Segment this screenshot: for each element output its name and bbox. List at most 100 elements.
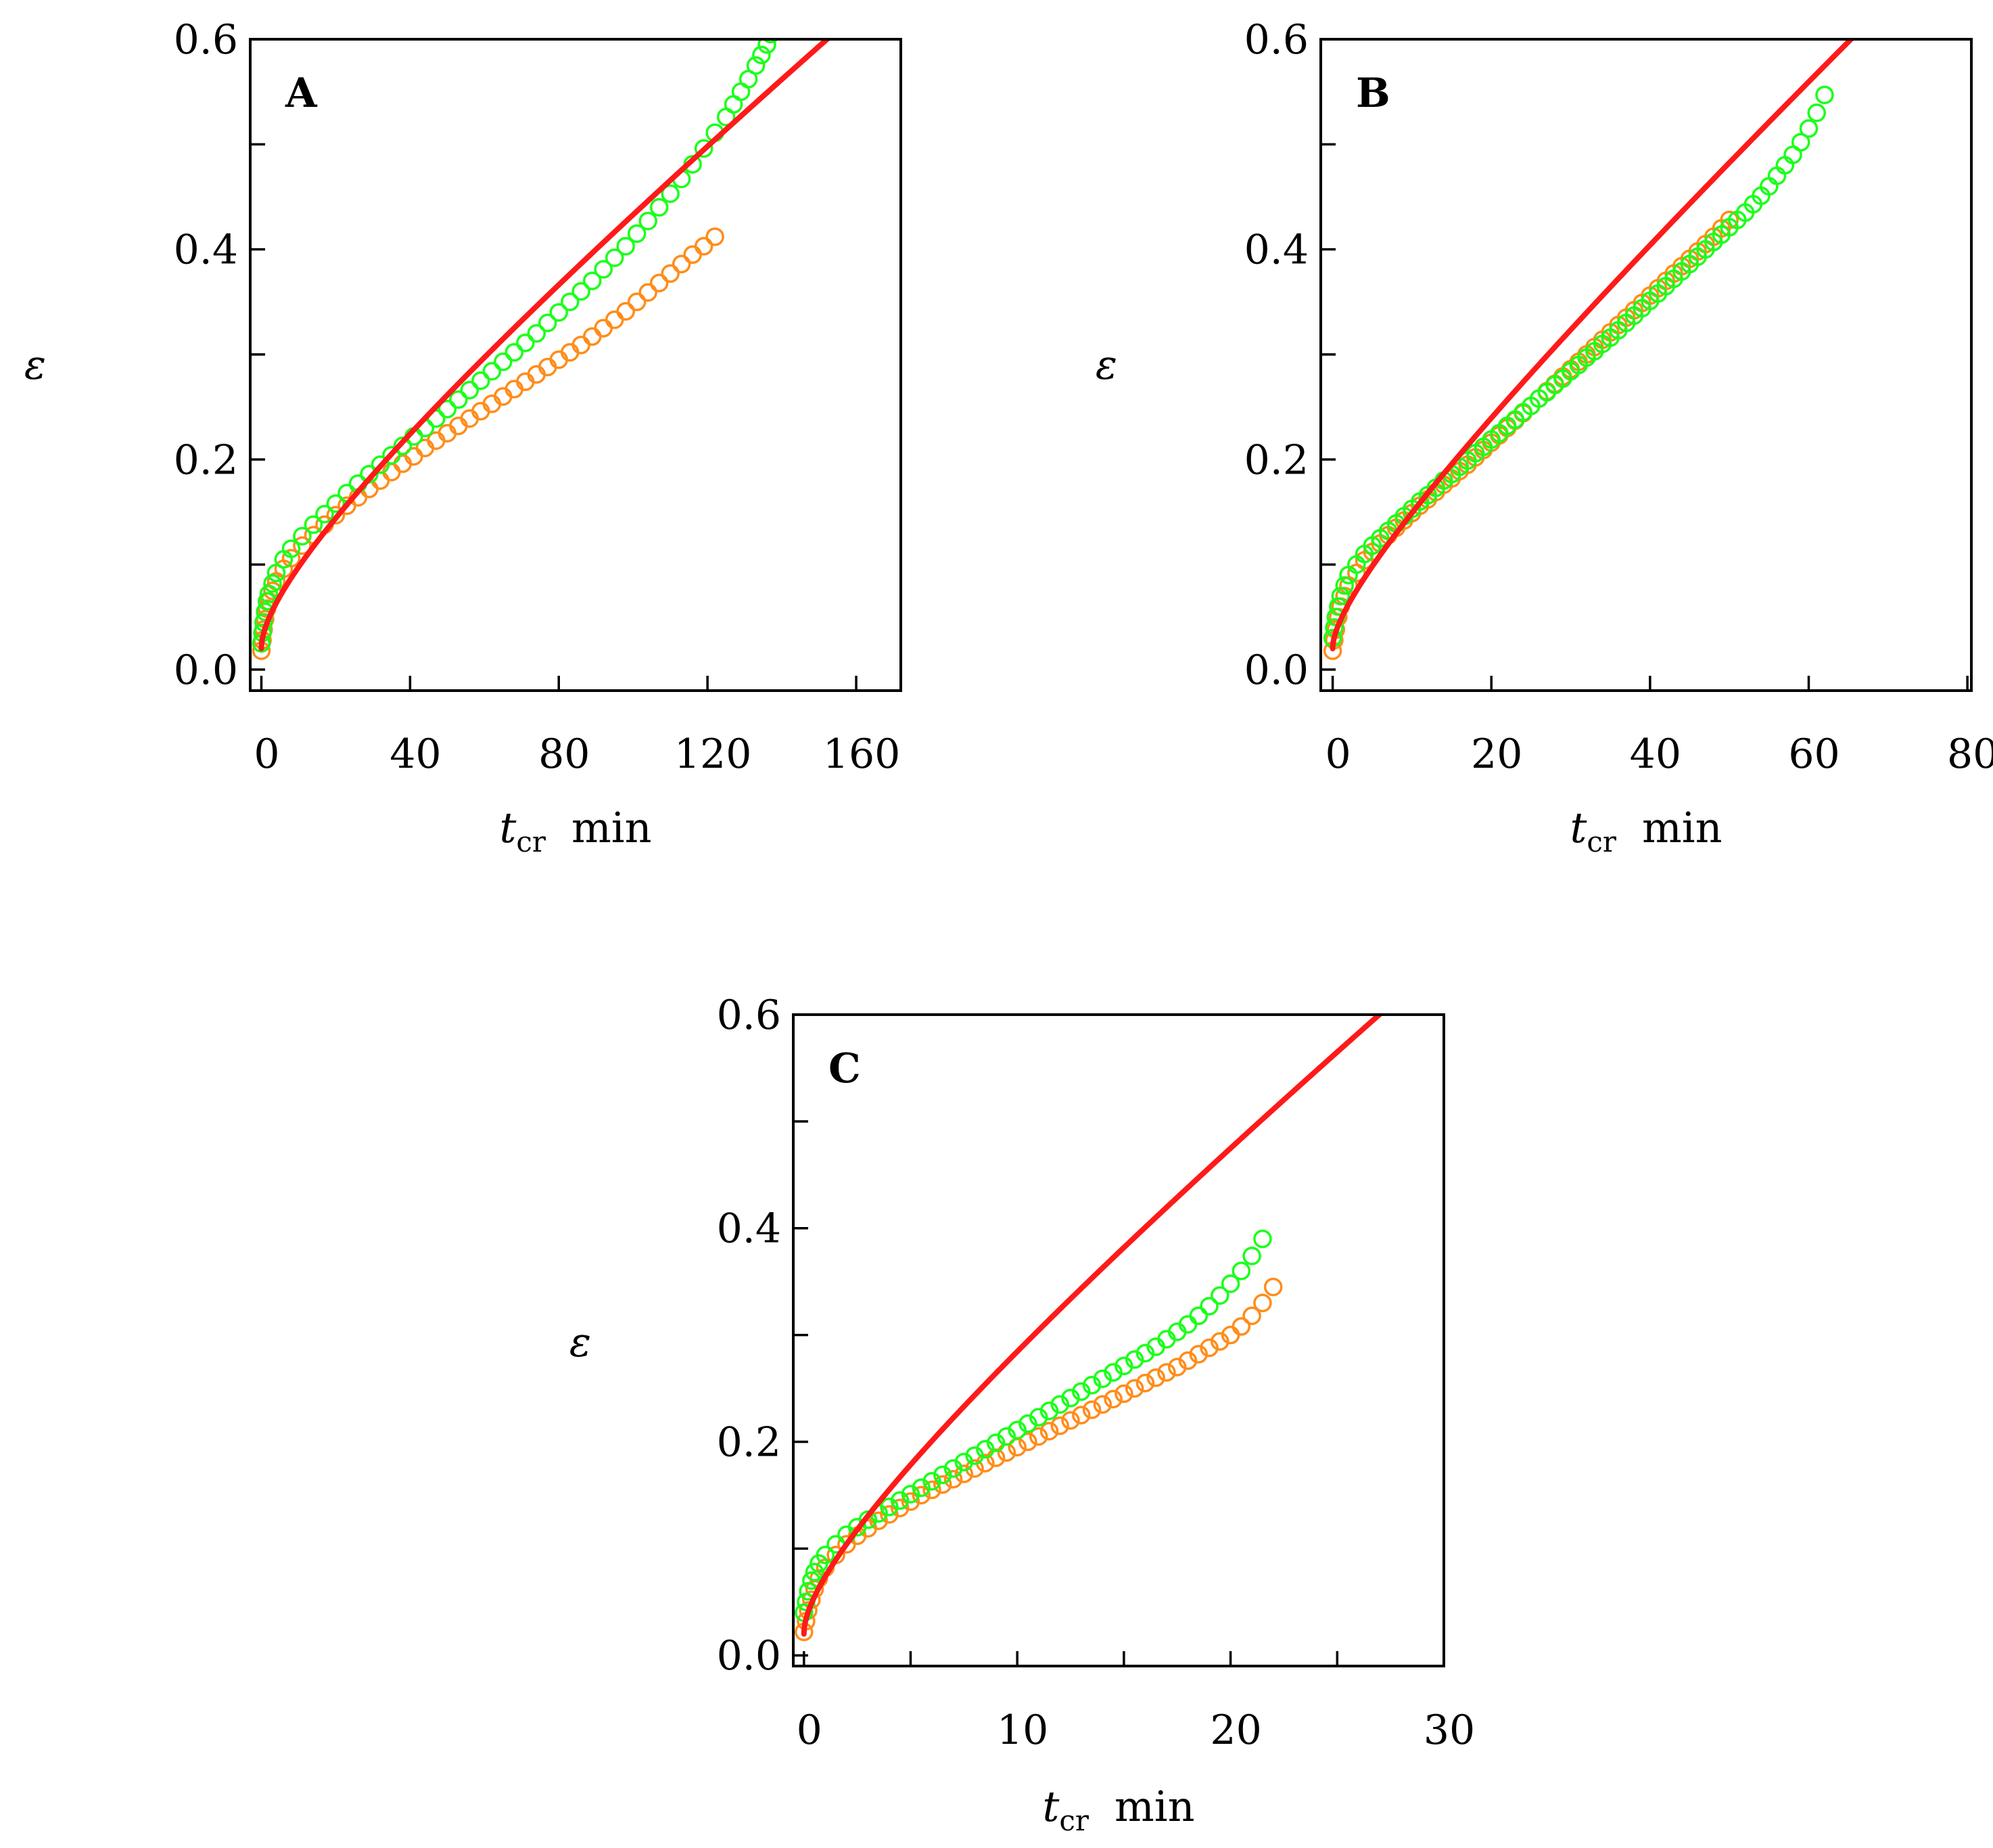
data-point [1082, 1400, 1102, 1419]
data-point [752, 45, 771, 65]
data-point [943, 1469, 963, 1489]
x-axis-unit: min [571, 803, 652, 852]
data-point [965, 1446, 984, 1465]
data-point [649, 273, 669, 293]
panel-c: 0.0 0.2 0.4 0.6 0 10 20 30 Cε tcr min [569, 992, 1475, 1837]
data-point [627, 224, 647, 244]
x-tick-label: 10 [997, 1707, 1048, 1754]
data-point [281, 539, 301, 559]
data-point [1125, 1379, 1144, 1398]
data-point [538, 313, 557, 333]
data-point [571, 282, 590, 301]
data-point [1039, 1401, 1059, 1420]
data-point [1335, 576, 1354, 595]
x-tick-label: 160 [823, 731, 901, 778]
x-axis-var: t [1570, 803, 1587, 852]
data-point [1135, 1343, 1155, 1363]
y-tick-label: 0.6 [174, 16, 238, 64]
data-point [766, 16, 782, 32]
data-point [471, 371, 490, 390]
data-point [1720, 210, 1739, 229]
data-point [816, 1546, 835, 1565]
series-green [252, 2, 787, 653]
plot-frame [792, 1013, 1445, 1667]
y-axis-label: ε [569, 1319, 591, 1366]
data-point [326, 505, 346, 525]
x-axis-sub: cr [516, 825, 546, 858]
data-point [1029, 1408, 1048, 1427]
data-point [1167, 1358, 1187, 1377]
y-tick-label: 0.4 [717, 1205, 781, 1253]
plot-area [252, 2, 831, 660]
data-point [382, 446, 401, 465]
data-point [1115, 1384, 1133, 1404]
x-tick-label: 0 [797, 1707, 822, 1754]
x-axis-label: tcr min [1042, 1782, 1194, 1837]
x-tick-label: 120 [674, 731, 752, 778]
data-point [1815, 85, 1834, 105]
data-point [616, 237, 635, 256]
data-point [1135, 1373, 1155, 1393]
data-point [494, 352, 513, 371]
data-point [880, 1498, 899, 1517]
data-point [976, 1439, 995, 1459]
y-tick-label: 0.4 [1244, 227, 1309, 274]
data-point [763, 39, 778, 43]
data-point [393, 436, 413, 455]
plot-frame [249, 38, 902, 692]
data-point [1253, 1229, 1272, 1249]
x-axis-var: t [1042, 1782, 1059, 1831]
data-point [482, 362, 502, 381]
data-point [549, 303, 569, 322]
data-point [770, 2, 787, 18]
data-point [304, 515, 323, 534]
y-tick-label: 0.0 [174, 647, 238, 694]
data-point [954, 1452, 974, 1472]
data-point [293, 526, 312, 546]
data-point [263, 574, 282, 593]
data-point [694, 237, 713, 256]
data-point [1263, 1277, 1283, 1297]
data-point [1807, 103, 1826, 122]
x-tick-label: 80 [538, 731, 590, 778]
data-point [1232, 1317, 1251, 1336]
data-point [694, 139, 713, 158]
series-green [795, 1229, 1272, 1622]
data-point [1189, 1345, 1209, 1364]
data-point [943, 1459, 963, 1478]
x-tick-label: 30 [1424, 1707, 1475, 1754]
y-tick-label: 0.6 [1244, 16, 1309, 64]
data-point [1008, 1420, 1027, 1439]
data-point [627, 292, 647, 312]
x-tick-label: 20 [1210, 1707, 1261, 1754]
data-point [1253, 1293, 1272, 1312]
x-tick-label: 0 [1326, 731, 1351, 778]
data-point [805, 1563, 824, 1581]
data-point [1178, 1351, 1198, 1370]
data-point [1200, 1297, 1219, 1316]
data-point [1104, 1363, 1123, 1382]
data-point [890, 1498, 910, 1518]
fit-line [258, 39, 831, 651]
data-point [1082, 1376, 1102, 1395]
y-tick-label: 0.4 [174, 227, 238, 274]
series-orange [252, 227, 724, 660]
panel-a: 0.0 0.2 0.4 0.6 0 40 80 120 160 Aε tcr min [24, 2, 902, 858]
data-point [997, 1427, 1016, 1446]
data-point [901, 1485, 920, 1504]
data-point [371, 455, 390, 474]
data-point [460, 381, 479, 400]
data-point [661, 264, 680, 283]
data-point [638, 211, 657, 231]
data-point [1061, 1411, 1080, 1430]
panel-b: 0.0 0.2 0.4 0.6 0 20 40 60 80 Bε tcr min [1096, 16, 1993, 858]
data-point [1232, 1262, 1251, 1280]
x-tick-label: 80 [1947, 731, 1993, 778]
data-point [933, 1475, 952, 1494]
data-point [1242, 1306, 1261, 1325]
data-point [986, 1433, 1006, 1452]
x-axis-sub: cr [1587, 825, 1617, 858]
y-tick-label: 0.0 [1244, 647, 1309, 694]
panel-label: C [828, 1045, 861, 1092]
